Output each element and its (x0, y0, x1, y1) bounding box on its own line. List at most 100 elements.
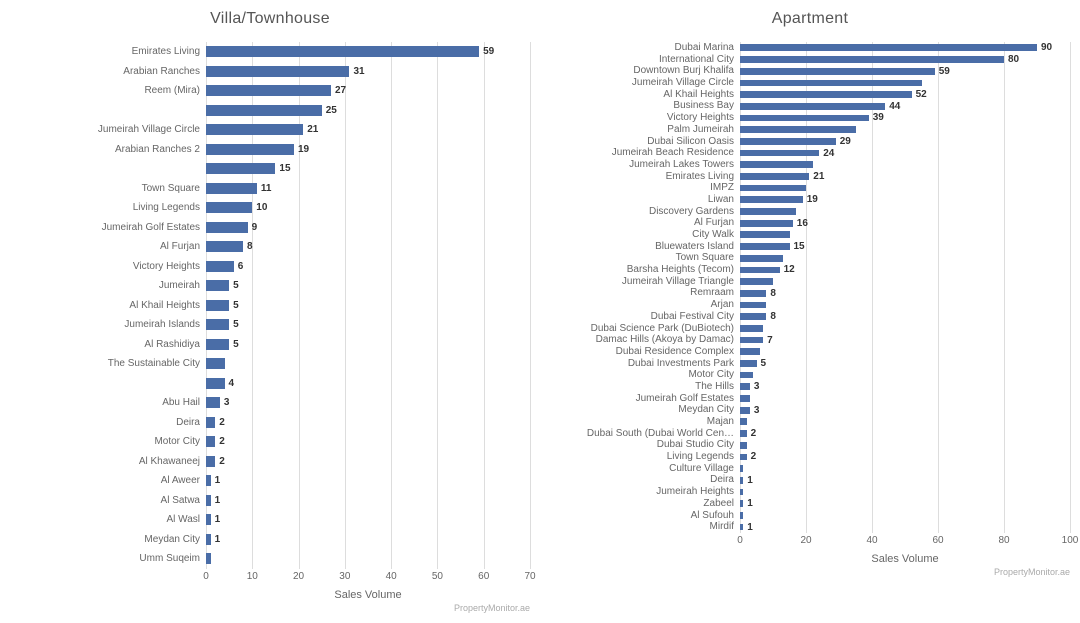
chart-apartment: Dubai MarinaInternational CityDowntown B… (550, 42, 1070, 577)
bar-row: 15 (206, 159, 530, 179)
bar-row: 3 (206, 393, 530, 413)
category-label: City Walk (550, 229, 734, 241)
bar-row (206, 354, 530, 374)
bar (740, 512, 743, 519)
bar (740, 243, 790, 250)
category-label: Meydan City (550, 404, 734, 416)
bar (740, 290, 766, 297)
bar (206, 261, 234, 272)
category-label: Al Rashidiya (10, 335, 200, 355)
bar-row: 5 (740, 358, 1070, 370)
bar (206, 124, 303, 135)
bar (740, 220, 793, 227)
bar-row: 39 (740, 112, 1070, 124)
bar (206, 456, 215, 467)
x-tick: 60 (932, 535, 943, 546)
category-label: Al Khail Heights (550, 89, 734, 101)
value-label: 4 (229, 378, 235, 389)
plot-villa: 5931272521191511109865555432221111 01020… (206, 42, 530, 613)
gridline (1070, 42, 1071, 533)
bar (206, 183, 257, 194)
value-label: 2 (751, 451, 757, 462)
category-label: Palm Jumeirah (550, 124, 734, 136)
bar-row (740, 299, 1070, 311)
bar-row (206, 549, 530, 569)
value-label: 25 (326, 105, 337, 116)
category-label: Liwan (550, 194, 734, 206)
category-label: Dubai Marina (550, 42, 734, 54)
bar (740, 489, 743, 496)
x-axis-title-villa: Sales Volume (206, 589, 530, 601)
bar (740, 418, 747, 425)
bar (740, 185, 806, 192)
category-label: Victory Heights (10, 257, 200, 277)
value-label: 29 (840, 136, 851, 147)
bar (206, 378, 225, 389)
bar-row: 1 (740, 498, 1070, 510)
x-tick: 60 (478, 571, 489, 582)
category-label: Al Satwa (10, 491, 200, 511)
bar (740, 383, 750, 390)
bar-row (740, 252, 1070, 264)
bar (206, 534, 211, 545)
y-labels-villa: Emirates LivingArabian RanchesReem (Mira… (10, 42, 206, 613)
bar (740, 360, 757, 367)
bar-row: 24 (740, 147, 1070, 159)
category-label: Motor City (10, 432, 200, 452)
value-label: 1 (215, 475, 221, 486)
bar-row: 8 (740, 311, 1070, 323)
x-axis-title-apartment: Sales Volume (740, 553, 1070, 565)
category-label: Business Bay (550, 100, 734, 112)
bar (206, 300, 229, 311)
category-label: Jumeirah Golf Estates (10, 218, 200, 238)
bar (740, 80, 922, 87)
bar (206, 358, 225, 369)
bar (740, 267, 780, 274)
bar-row: 59 (740, 65, 1070, 77)
x-tick: 100 (1062, 535, 1079, 546)
bar-row: 1 (206, 491, 530, 511)
category-label: Deira (550, 474, 734, 486)
bar-row: 5 (206, 335, 530, 355)
value-label: 2 (219, 456, 225, 467)
bar (206, 417, 215, 428)
category-label: Meydan City (10, 530, 200, 550)
x-tick: 30 (339, 571, 350, 582)
category-label: Al Khail Heights (10, 296, 200, 316)
x-axis-apartment: 020406080100 (740, 535, 1070, 549)
bar (206, 222, 248, 233)
bar-row: 80 (740, 54, 1070, 66)
value-label: 15 (279, 163, 290, 174)
bar (740, 430, 747, 437)
bar-row: 5 (206, 296, 530, 316)
bar (740, 278, 773, 285)
panel-title-villa: Villa/Townhouse (10, 10, 530, 28)
bar (206, 46, 479, 57)
value-label: 24 (823, 148, 834, 159)
bar (740, 313, 766, 320)
category-label: Jumeirah Village Circle (550, 77, 734, 89)
bar (206, 202, 252, 213)
bar (740, 150, 819, 157)
x-axis-villa: 010203040506070 (206, 571, 530, 585)
bar-row: 4 (206, 374, 530, 394)
category-label: Damac Hills (Akoya by Damac) (550, 334, 734, 346)
value-label: 16 (797, 218, 808, 229)
bar-row: 2 (206, 413, 530, 433)
category-label: Al Khawaneej (10, 452, 200, 472)
category-label: Dubai Investments Park (550, 358, 734, 370)
bar (740, 500, 743, 507)
bar (206, 397, 220, 408)
bar-row (740, 182, 1070, 194)
category-label: Bluewaters Island (550, 241, 734, 253)
bar (206, 514, 211, 525)
bar-row: 90 (740, 42, 1070, 54)
bar-row: 25 (206, 101, 530, 121)
category-label: Al Aweer (10, 471, 200, 491)
category-label: Umm Suqeim (10, 549, 200, 569)
category-label: Jumeirah Heights (550, 486, 734, 498)
bar (740, 126, 856, 133)
bar (206, 66, 349, 77)
category-label: Jumeirah (10, 276, 200, 296)
bars-villa: 5931272521191511109865555432221111 (206, 42, 530, 569)
